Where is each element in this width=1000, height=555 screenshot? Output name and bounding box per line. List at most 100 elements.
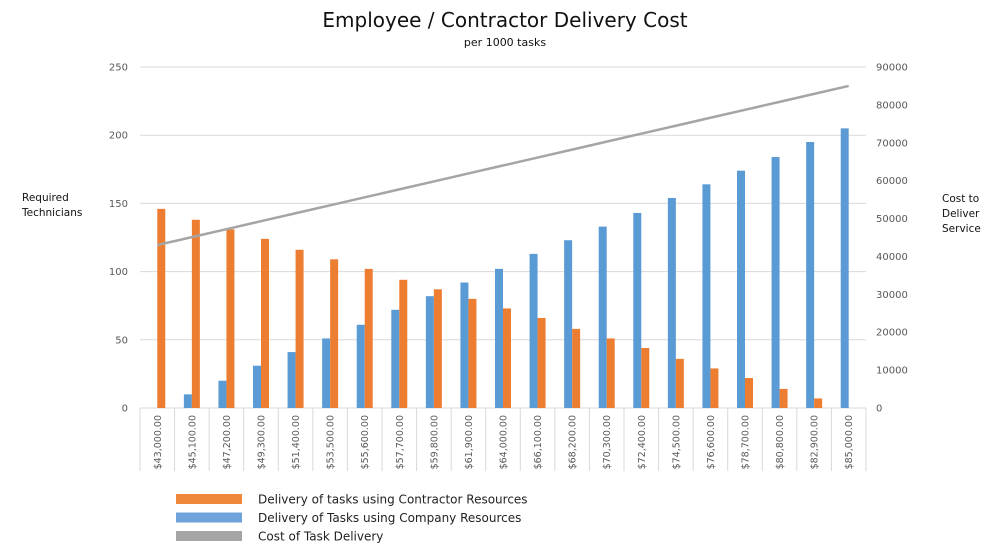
bar-company-resources: [529, 253, 538, 408]
left-axis-title: Required Technicians: [21, 192, 82, 219]
bars: [157, 128, 849, 408]
bar-contractor-resources: [191, 219, 200, 408]
right-axis-tick-label: 0: [876, 404, 882, 415]
right-axis-ticks: 0 10000 20000 30000 40000 50000 60000 70000 8000…: [876, 63, 908, 415]
legend: Delivery of tasks using Contractor Resou…: [176, 493, 528, 544]
bar-company-resources: [598, 226, 607, 408]
chart-subtitle: per 1000 tasks: [464, 36, 546, 49]
bar-contractor-resources: [364, 268, 373, 408]
bar-company-resources: [287, 352, 296, 408]
right-axis-tick-label: 40000: [876, 252, 908, 263]
bar-company-resources: [771, 157, 780, 408]
legend-label: Cost of Task Delivery: [258, 530, 383, 544]
bar-contractor-resources: [226, 229, 235, 408]
left-axis-title-line: Technicians: [21, 207, 82, 219]
right-axis-tick-label: 60000: [876, 176, 908, 187]
bar-company-resources: [391, 309, 400, 408]
left-axis-ticks: 0 50 100 150 200 250: [109, 63, 128, 415]
bar-company-resources: [840, 128, 849, 408]
category-label: $51,400.00: [291, 415, 302, 469]
bar-contractor-resources: [641, 347, 650, 408]
bar-contractor-resources: [399, 279, 408, 408]
category-label: $43,000.00: [153, 415, 164, 469]
category-axis: $43,000.00 $45,100.00 $47,200.00 $49,300.00…: [139, 407, 867, 471]
left-axis-tick-label: 0: [122, 404, 128, 415]
bar-company-resources: [737, 170, 745, 408]
right-axis-title: Cost to Deliver Service: [942, 193, 981, 235]
category-label: $47,200.00: [222, 415, 233, 469]
bar-company-resources: [218, 380, 227, 408]
category-label: $53,500.00: [326, 415, 337, 469]
legend-label: Delivery of tasks using Contractor Resou…: [258, 493, 528, 507]
category-label: $55,600.00: [360, 415, 371, 469]
bar-company-resources: [806, 142, 815, 408]
bar-contractor-resources: [745, 377, 753, 408]
bar-contractor-resources: [157, 208, 166, 408]
category-label: $59,800.00: [429, 415, 440, 469]
bar-company-resources: [460, 282, 469, 408]
left-axis-tick-label: 50: [115, 335, 128, 346]
bar-contractor-resources: [295, 249, 304, 408]
right-axis-title-line: Deliver: [942, 208, 980, 220]
bar-contractor-resources: [537, 317, 546, 408]
category-label: $61,900.00: [464, 415, 475, 469]
right-axis-tick-label: 30000: [876, 290, 908, 301]
right-axis-tick-label: 10000: [876, 366, 908, 377]
category-label: $45,100.00: [187, 415, 198, 469]
bar-contractor-resources: [433, 289, 442, 408]
category-label: $57,700.00: [395, 415, 406, 469]
bar-contractor-resources: [814, 398, 823, 408]
right-axis-tick-label: 90000: [876, 63, 908, 74]
bar-contractor-resources: [468, 298, 477, 408]
bar-company-resources: [253, 365, 261, 408]
right-axis-tick-label: 70000: [876, 138, 908, 149]
bar-contractor-resources: [779, 388, 788, 408]
bar-company-resources: [322, 338, 331, 408]
left-axis-tick-label: 250: [109, 63, 128, 74]
category-label: $74,500.00: [671, 415, 682, 469]
legend-swatch: [176, 512, 242, 523]
bar-company-resources: [425, 296, 434, 408]
right-axis-title-line: Cost to: [942, 193, 979, 205]
right-axis-tick-label: 50000: [876, 214, 908, 225]
bar-contractor-resources: [503, 308, 511, 408]
bar-contractor-resources: [710, 368, 719, 408]
category-label: $72,400.00: [637, 415, 648, 469]
right-axis-tick-label: 80000: [876, 100, 908, 111]
category-label: $80,800.00: [775, 415, 786, 469]
right-axis-title-line: Service: [942, 223, 981, 235]
left-axis-tick-label: 100: [109, 267, 128, 278]
bar-contractor-resources: [606, 338, 615, 408]
bar-contractor-resources: [675, 358, 684, 408]
category-label: $76,600.00: [706, 415, 717, 469]
line-cost-of-task-delivery: [157, 84, 849, 247]
legend-label: Delivery of Tasks using Company Resource…: [258, 511, 521, 525]
bar-company-resources: [356, 324, 365, 408]
bar-company-resources: [667, 197, 676, 408]
category-label: $66,100.00: [533, 415, 544, 469]
category-label: $85,000.00: [844, 415, 855, 469]
bar-company-resources: [495, 268, 503, 408]
bar-company-resources: [564, 240, 573, 408]
cost-line: [157, 84, 849, 247]
left-axis-tick-label: 200: [109, 131, 128, 142]
bar-company-resources: [633, 212, 642, 408]
bar-company-resources: [183, 394, 192, 408]
chart-title: Employee / Contractor Delivery Cost: [322, 8, 687, 32]
left-axis-tick-label: 150: [109, 199, 128, 210]
category-label: $82,900.00: [810, 415, 821, 469]
category-label: $68,200.00: [568, 415, 579, 469]
legend-swatch: [176, 494, 242, 504]
bar-contractor-resources: [572, 328, 581, 408]
category-label: $70,300.00: [602, 415, 613, 469]
category-label: $49,300.00: [257, 415, 268, 469]
legend-swatch: [176, 531, 242, 541]
left-axis-title-line: Required: [22, 192, 69, 204]
bar-company-resources: [702, 184, 711, 408]
bar-contractor-resources: [261, 238, 269, 408]
category-label: $64,000.00: [499, 415, 510, 469]
bar-contractor-resources: [330, 259, 339, 408]
category-label: $78,700.00: [741, 415, 752, 469]
right-axis-tick-label: 20000: [876, 328, 908, 339]
